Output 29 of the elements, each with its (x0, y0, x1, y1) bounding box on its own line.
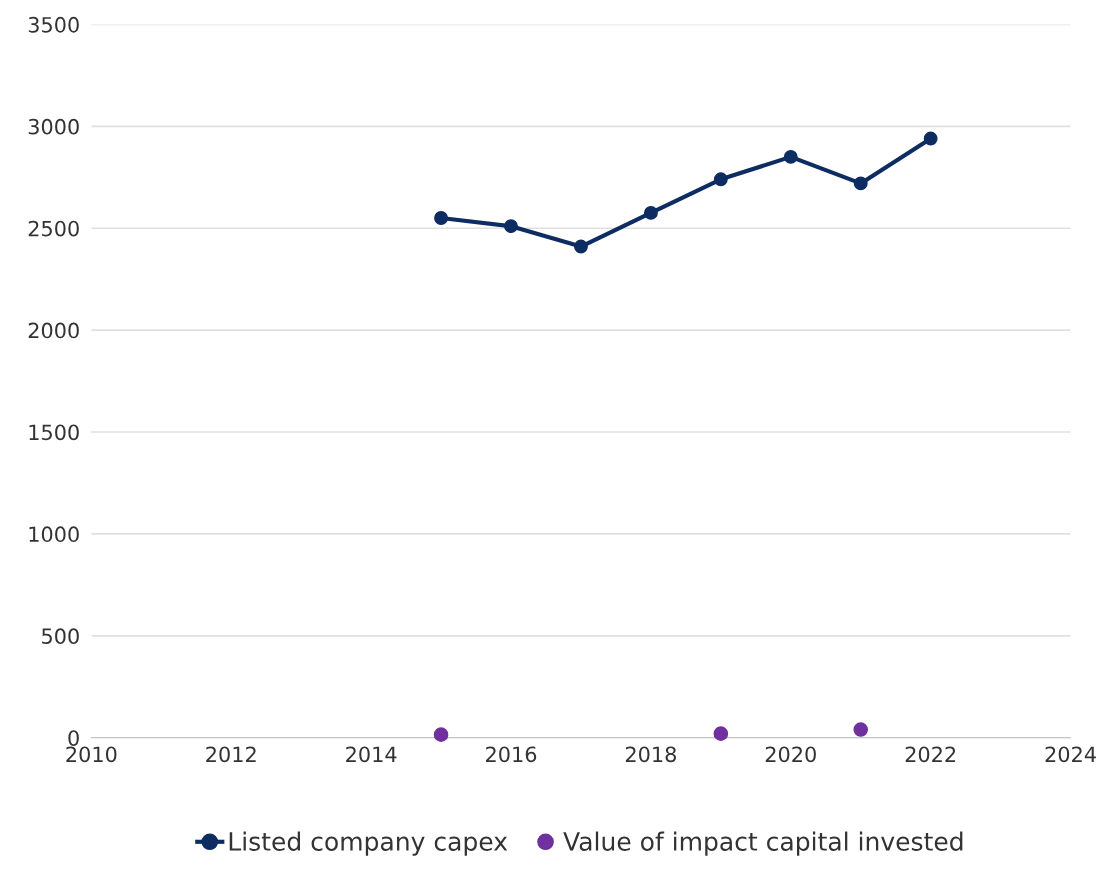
x-tick-label: 2014 (346, 746, 397, 763)
y-tick-label: 3000 (28, 118, 79, 135)
y-tick-label: 500 (42, 628, 79, 645)
point (574, 239, 588, 254)
point (643, 205, 658, 220)
point (783, 149, 798, 164)
y-tick-label: 1500 (29, 424, 79, 441)
x-tick-label: 2024 (1045, 746, 1096, 763)
y-tick-label: 1000 (29, 526, 79, 543)
y-tick-label: 3500 (28, 16, 79, 33)
x-tick-label: 2022 (905, 746, 956, 763)
x-tick-label: 2010 (66, 746, 117, 763)
x-tick-label: 2016 (486, 746, 537, 763)
x-tick-label: 2018 (625, 746, 676, 763)
legend-label: Listed company capex (229, 831, 508, 856)
point (853, 176, 868, 191)
point (713, 726, 729, 741)
y-tick-label: 0 (68, 730, 79, 746)
y-tick-label: 2500 (28, 220, 79, 237)
y-tick-label: 2000 (28, 322, 79, 339)
legend-label: Value of impact capital invested (563, 831, 963, 856)
point (434, 211, 449, 225)
point (923, 131, 938, 146)
point (433, 727, 449, 742)
point (504, 219, 518, 234)
point (713, 172, 728, 187)
x-tick-label: 2012 (206, 746, 256, 763)
x-tick-label: 2020 (765, 746, 816, 763)
point (853, 722, 869, 737)
